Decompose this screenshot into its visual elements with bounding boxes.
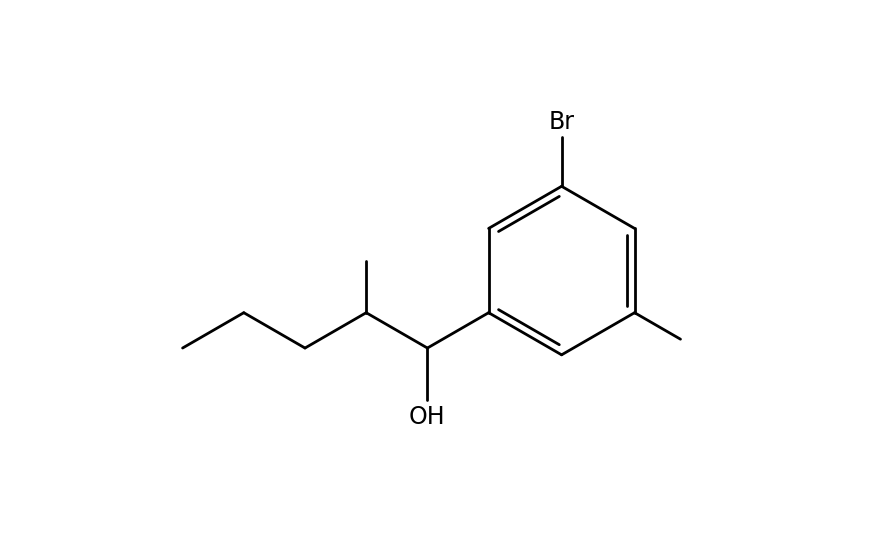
Text: Br: Br	[549, 109, 575, 134]
Text: OH: OH	[409, 405, 446, 429]
